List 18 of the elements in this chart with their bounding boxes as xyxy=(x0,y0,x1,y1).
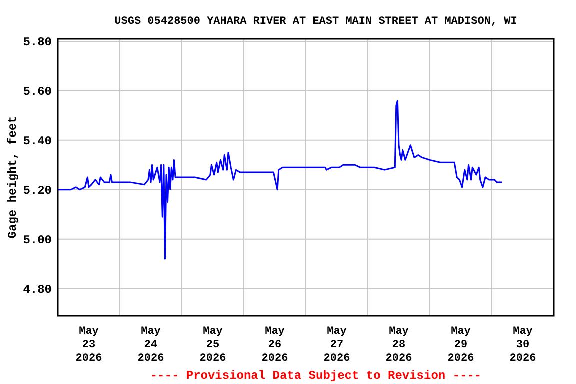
y-tick-label: 5.20 xyxy=(23,184,52,198)
chart-title: USGS 05428500 YAHARA RIVER AT EAST MAIN STREET AT MADISON, WI xyxy=(114,16,518,28)
x-tick-label: May 28 2026 xyxy=(386,326,412,365)
y-tick-label: 5.00 xyxy=(23,234,52,248)
x-tick-label: May 25 2026 xyxy=(200,326,226,365)
y-tick-label: 5.60 xyxy=(23,85,52,100)
x-tick-label: May 23 2026 xyxy=(76,326,102,365)
y-tick-label: 5.40 xyxy=(23,134,52,149)
y-axis-title: Gage height, feet xyxy=(6,116,20,239)
y-tick-label: 5.80 xyxy=(23,36,52,50)
x-tick-label: May 30 2026 xyxy=(510,326,536,365)
y-tick-label: 4.80 xyxy=(23,282,52,297)
x-tick-label: May 26 2026 xyxy=(262,326,288,365)
line-series xyxy=(57,100,504,260)
x-tick-label: May 29 2026 xyxy=(448,326,474,365)
x-tick-label: May 24 2026 xyxy=(138,326,164,365)
x-tick-label: May 27 2026 xyxy=(324,326,350,365)
text: ---- Provisional Data Subject to Revision ---- xyxy=(150,369,482,383)
